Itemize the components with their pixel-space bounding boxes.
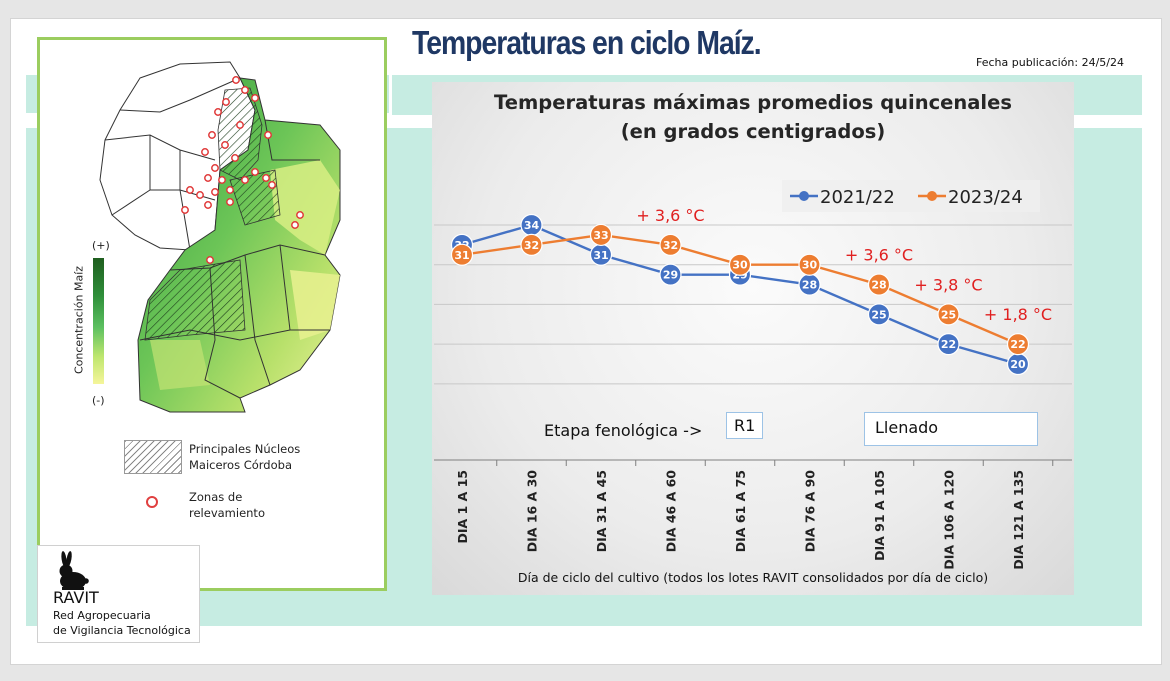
survey-zone-line-1: Zonas de bbox=[189, 490, 243, 504]
x-tick-label: DIA 76 A 90 bbox=[803, 470, 818, 553]
x-tick-label: DIA 91 A 105 bbox=[872, 470, 887, 561]
data-point-2021/22 bbox=[659, 263, 682, 286]
publication-date: Fecha publicación: 24/5/24 bbox=[976, 56, 1125, 69]
stage-box-r1: R1 bbox=[726, 412, 764, 439]
x-tick-label: DIA 121 A 135 bbox=[1011, 470, 1026, 570]
page-title: Temperaturas en ciclo Maíz. bbox=[412, 24, 762, 61]
data-label-2023/24: 32 bbox=[524, 239, 539, 252]
legend-marker-2023/24 bbox=[927, 191, 937, 201]
series-line-2021/22 bbox=[461, 223, 1019, 366]
data-point-2023/24 bbox=[728, 253, 752, 276]
legend-label-2023/24: 2023/24 bbox=[948, 187, 1023, 208]
ravit-subtitle-line-1: Red Agropecuaria bbox=[53, 609, 151, 622]
data-point-2023/24 bbox=[450, 243, 474, 266]
hatch-legend-swatch bbox=[124, 440, 182, 474]
data-point-2021/22 bbox=[937, 333, 960, 356]
legend-axis-label: Concentración Maíz bbox=[72, 265, 86, 375]
survey-zone-label: Zonas de relevamiento bbox=[189, 489, 265, 521]
data-point-2023/24 bbox=[659, 233, 682, 256]
data-label-2021/22: 20 bbox=[1010, 358, 1026, 371]
data-point-2023/24 bbox=[1006, 333, 1030, 356]
hatch-legend-label: Principales Núcleos Maiceros Córdoba bbox=[189, 441, 300, 473]
data-label-2023/24: 31 bbox=[454, 249, 469, 262]
x-tick-label: DIA 46 A 60 bbox=[664, 470, 679, 553]
concentration-legend-bar bbox=[93, 258, 104, 384]
x-tick-label: DIA 16 A 30 bbox=[525, 470, 540, 553]
rabbit-icon bbox=[59, 551, 89, 590]
data-label-2021/22: 25 bbox=[871, 308, 886, 321]
temperature-chart: DIA 1 A 15 DIA 16 A 30 DIA 31 A 45 DIA 46 A… bbox=[434, 180, 1072, 570]
data-point-2023/24 bbox=[798, 253, 821, 276]
data-point-2023/24 bbox=[589, 223, 613, 247]
chart-title-line-1: Temperaturas máximas promedios quincenal… bbox=[494, 91, 1012, 114]
x-tick-label: DIA 61 A 75 bbox=[733, 470, 748, 552]
data-label-2023/24: 30 bbox=[802, 259, 818, 272]
data-label-2021/22: 28 bbox=[802, 279, 817, 292]
data-label-2023/24: 33 bbox=[593, 229, 608, 242]
survey-zone-icon bbox=[146, 496, 158, 508]
difference-annotation: + 3,6 °C bbox=[636, 206, 704, 225]
data-point-2023/24 bbox=[937, 303, 960, 326]
map-panel: (+) (-) Concentración Maíz Principales N… bbox=[37, 37, 387, 591]
data-label-2021/22: 29 bbox=[663, 269, 678, 282]
data-label-2023/24: 32 bbox=[663, 239, 678, 252]
legend-high-label: (+) bbox=[92, 239, 110, 252]
chart-title-line-2: (en grados centigrados) bbox=[620, 120, 886, 143]
data-label-2021/22: 22 bbox=[941, 338, 956, 351]
data-label-2021/22: 31 bbox=[593, 249, 608, 262]
chart-title: Temperaturas máximas promedios quincenal… bbox=[432, 88, 1074, 146]
hatch-legend-line-2: Maiceros Córdoba bbox=[189, 458, 292, 472]
survey-zone-line-2: relevamiento bbox=[189, 506, 265, 520]
difference-annotation: + 3,6 °C bbox=[845, 246, 913, 265]
data-point-2023/24 bbox=[520, 233, 543, 256]
legend-marker-2021/22 bbox=[799, 191, 809, 201]
x-tick-label: DIA 106 A 120 bbox=[942, 470, 957, 570]
ravit-logo-box: RAVIT Red Agropecuaria de Vigilancia Tec… bbox=[37, 545, 200, 643]
difference-annotation: + 1,8 °C bbox=[984, 305, 1052, 324]
x-tick-label: DIA 31 A 45 bbox=[594, 470, 609, 552]
stage-box-llenado: Llenado bbox=[864, 412, 1038, 446]
data-label-2023/24: 28 bbox=[871, 279, 886, 292]
x-tick-label: DIA 1 A 15 bbox=[455, 470, 470, 544]
ravit-subtitle: Red Agropecuaria de Vigilancia Tecnológi… bbox=[53, 608, 191, 638]
ravit-name: RAVIT bbox=[53, 588, 99, 607]
data-label-2023/24: 30 bbox=[732, 259, 748, 272]
difference-annotation: + 3,8 °C bbox=[914, 275, 982, 294]
data-point-2023/24 bbox=[867, 273, 891, 296]
data-point-2021/22 bbox=[867, 303, 891, 326]
etapa-label: Etapa fenológica -> bbox=[544, 421, 703, 440]
legend-label-2021/22: 2021/22 bbox=[820, 187, 895, 208]
data-label-2023/24: 25 bbox=[941, 308, 956, 321]
cordoba-map bbox=[99, 61, 341, 413]
legend-box bbox=[782, 180, 1040, 212]
data-label-2021/22: 34 bbox=[524, 219, 540, 232]
chart-panel: Temperaturas máximas promedios quincenal… bbox=[432, 82, 1074, 595]
ravit-subtitle-line-2: de Vigilancia Tecnológica bbox=[53, 624, 191, 637]
hatch-legend-line-1: Principales Núcleos bbox=[189, 442, 301, 456]
data-label-2023/24: 22 bbox=[1010, 338, 1025, 351]
legend-low-label: (-) bbox=[92, 394, 105, 407]
x-axis-title: Día de ciclo del cultivo (todos los lote… bbox=[517, 570, 989, 585]
